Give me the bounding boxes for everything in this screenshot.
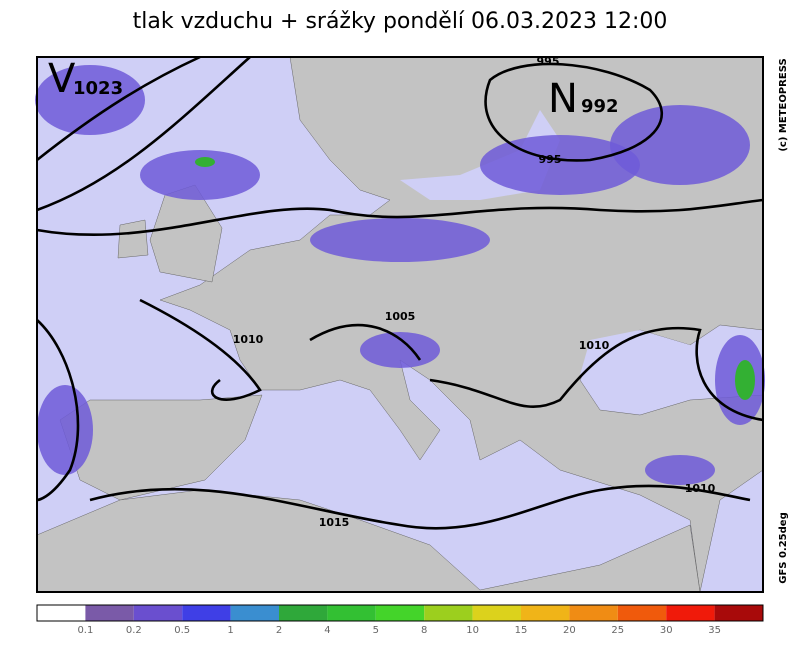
precip-area — [310, 218, 490, 262]
isobar-label: 1015 — [319, 516, 350, 529]
isobar-label: 1010 — [579, 339, 610, 352]
isobar — [429, 326, 764, 422]
colorbar-swatch — [375, 605, 425, 621]
isobar-label: 1010 — [233, 333, 264, 346]
map: V 1023 N 992 995 995 1010 1005 1010 1015… — [35, 55, 765, 593]
colorbar-swatch — [617, 605, 667, 621]
colorbar-swatch — [327, 605, 376, 621]
precip-area — [35, 65, 145, 135]
isobar — [484, 62, 663, 162]
precip-core — [195, 157, 215, 167]
colorbar-swatch — [424, 605, 473, 621]
credit: GFS 0.25deg — [778, 512, 789, 584]
center-value: 1023 — [73, 78, 123, 99]
precip-core — [735, 360, 755, 400]
isobars — [36, 55, 764, 530]
isobar-label: 995 — [539, 153, 562, 166]
colorbar-tick-label: 8 — [421, 625, 427, 636]
colorbar-tick-label: 10 — [466, 625, 479, 636]
isobar — [36, 55, 201, 162]
colorbar-tick-label: 25 — [611, 625, 624, 636]
colorbar-swatch — [569, 605, 618, 621]
colorbar-swatch — [85, 605, 134, 621]
colorbar-tick-label: 30 — [660, 625, 673, 636]
colorbar-tick-label: 5 — [373, 625, 379, 636]
center-value: 992 — [581, 96, 619, 117]
precip-area — [37, 385, 93, 475]
colorbar-swatch — [714, 605, 763, 621]
colorbar-tick-label: 4 — [324, 625, 330, 636]
colorbar: 0.1 0.2 0.5 1 2 4 5 8 10 15 20 25 30 35 — [36, 604, 764, 636]
isobar — [36, 319, 80, 502]
colorbar-frame — [36, 604, 764, 622]
colorbar-swatch — [472, 605, 521, 621]
isobar-label: 1010 — [685, 482, 716, 495]
map-frame — [36, 56, 764, 593]
colorbar-tick-label: 1 — [227, 625, 233, 636]
colorbar-tick-label: 0.5 — [174, 625, 190, 636]
colorbar-swatch — [230, 605, 279, 621]
colorbar-tick-label: 0.2 — [126, 625, 142, 636]
center-letter: V — [48, 56, 76, 102]
land — [36, 56, 764, 593]
colorbar-swatch — [133, 605, 183, 621]
precip-area — [610, 105, 750, 185]
isobar — [89, 484, 751, 530]
title: tlak vzduchu + srážky pondělí 06.03.2023… — [133, 9, 668, 34]
colorbar-tick-label: 20 — [563, 625, 576, 636]
colorbar-swatch — [666, 605, 715, 621]
precip-area — [645, 455, 715, 485]
colorbar-swatch — [182, 605, 231, 621]
precipitation — [35, 65, 765, 485]
colorbar-tick-label: 15 — [515, 625, 528, 636]
isobar — [36, 56, 251, 212]
colorbar-swatch — [37, 605, 86, 621]
isobar — [139, 298, 422, 401]
center-letter: N — [548, 76, 578, 122]
isobar-label: 995 — [537, 55, 560, 68]
isobar-label: 1005 — [385, 310, 416, 323]
colorbar-tick-label: 35 — [708, 625, 721, 636]
credit: (c) METEOPRESS — [778, 58, 789, 151]
colorbar-tick-label: 2 — [276, 625, 282, 636]
colorbar-tick-label: 0.1 — [77, 625, 93, 636]
isobar — [36, 198, 764, 237]
pressure-centers: V 1023 N 992 — [48, 56, 619, 122]
colorbar-swatch — [279, 605, 328, 621]
precip-area — [140, 150, 260, 200]
isobar-labels: 995 995 1010 1005 1010 1015 1010 — [233, 55, 716, 529]
colorbar-swatch — [521, 605, 570, 621]
